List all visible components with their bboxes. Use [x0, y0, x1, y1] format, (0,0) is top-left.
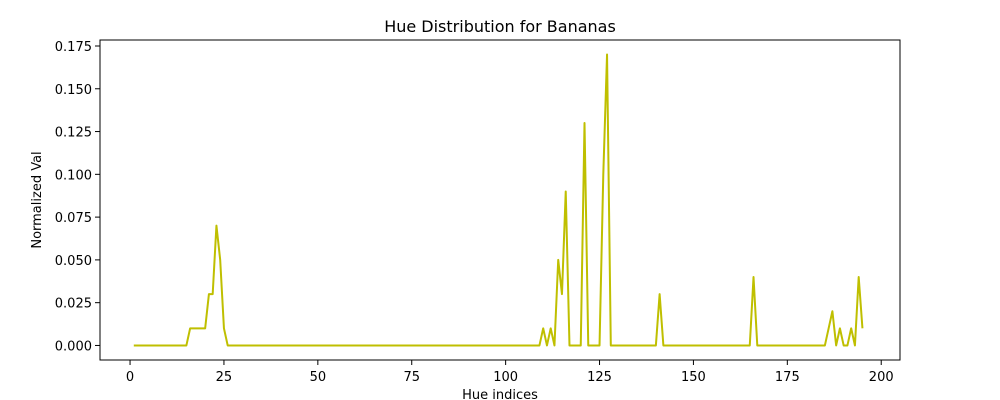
- x-axis-label: Hue indices: [462, 388, 538, 400]
- plot-frame: [99, 39, 901, 361]
- series-line: [133, 53, 864, 347]
- y-tick-label: 0.025: [55, 297, 92, 312]
- x-tick-label: 175: [775, 370, 800, 385]
- y-tick-label: 0.000: [55, 339, 92, 354]
- y-tick-label: 0.075: [55, 211, 92, 226]
- y-axis-label: Normalized Val: [30, 151, 45, 248]
- x-tick-label: 0: [126, 370, 134, 385]
- x-tick-label: 150: [681, 370, 706, 385]
- y-tick-label: 0.100: [55, 168, 92, 183]
- x-axis: 0 25 50 75 100 125 150 175 200: [126, 360, 894, 385]
- x-tick-label: 125: [587, 370, 612, 385]
- x-tick-label: 75: [403, 370, 420, 385]
- x-tick-label: 100: [493, 370, 518, 385]
- y-tick-label: 0.125: [55, 126, 92, 141]
- y-tick-label: 0.150: [55, 83, 92, 98]
- x-tick-label: 200: [869, 370, 894, 385]
- chart-title: Hue Distribution for Bananas: [384, 17, 616, 36]
- x-tick-label: 50: [310, 370, 327, 385]
- y-tick-label: 0.175: [55, 40, 92, 55]
- y-tick-label: 0.050: [55, 254, 92, 269]
- y-axis: 0.000 0.025 0.050 0.075 0.100 0.125 0.150 0.175: [55, 40, 100, 354]
- x-tick-label: 25: [216, 370, 233, 385]
